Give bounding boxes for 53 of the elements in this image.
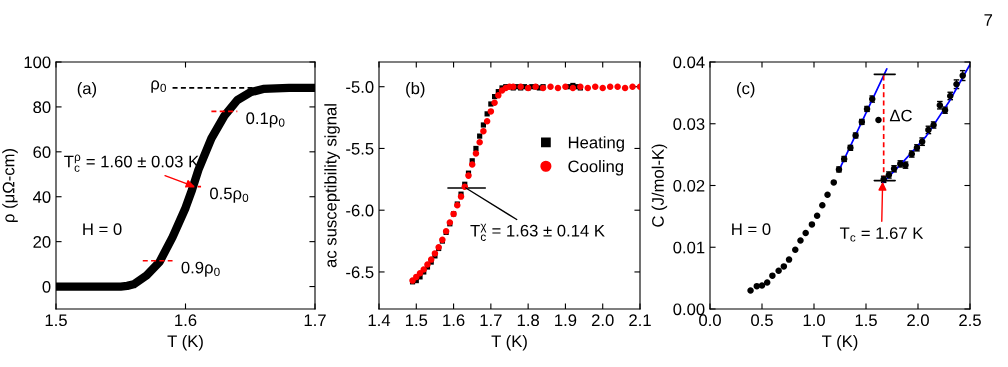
x-tick-label: 1.7 [480,314,502,326]
y-tick-label: 60 [33,146,51,159]
annotation: T$_{c}$ = 1.67 K [839,227,924,242]
y-axis-title: ac susceptibility signal [324,104,340,268]
x-tick-label: 2.0 [907,314,929,327]
x-tick-label: 1.6 [175,314,197,327]
y-axis-title: ρ (μΩ-cm) [2,149,18,222]
annotation: ΔC [889,109,912,122]
annotation: ρ$_{0}$ [151,80,166,93]
x-axis-title: T (K) [491,334,527,351]
x-tick-label: 1.5 [855,314,877,327]
y-tick-label: 0.04 [673,56,705,69]
y-tick-label: 80 [33,101,51,114]
x-axis-title: T (K) [822,334,858,351]
annotation: T$^{χ}$$_{c}$ = 1.63 ± 0.14 K [470,223,605,241]
x-tick-label: 1.8 [517,314,539,327]
y-axis-title: C (J/mol-K) [651,144,668,227]
x-tick-label: 1.4 [368,314,391,326]
x-axis-title: T (K) [167,334,203,351]
legend-label: Heating [568,136,624,152]
x-tick-label: 1.9 [555,314,577,327]
x-tick-label: 0.0 [699,314,721,327]
x-tick-label: 1.5 [45,314,67,327]
y-tick-label: 40 [32,191,51,203]
text: 7 [984,14,993,26]
x-tick-label: 1.6 [443,314,465,327]
annotation: (b) [406,82,425,98]
y-tick-label: 100 [24,56,51,69]
annotation: (a) [77,82,97,98]
y-tick-label: -6.5 [346,266,374,279]
y-tick-label: -5.0 [346,81,374,93]
x-tick-label: 1.5 [405,314,428,327]
y-tick-label: 20 [33,236,51,248]
x-tick-label: 0.5 [751,314,773,327]
annotation: 0.9ρ$_{0}$ [181,261,220,277]
x-tick-label: 2.0 [591,314,614,327]
x-tick-label: 2.5 [959,314,981,327]
legend-label: Cooling [568,160,623,176]
x-tick-label: 2.1 [629,314,651,326]
annotation: 0.5ρ$_{0}$ [210,187,249,203]
annotation: H = 0 [83,223,122,236]
annotation: H = 0 [732,223,771,236]
x-tick-label: 1.7 [304,314,326,326]
annotation: 0.1ρ$_{0}$ [246,112,285,128]
y-tick-label: -6.0 [346,204,374,217]
y-tick-label: 0.03 [673,118,705,130]
annotation: (c) [737,82,755,98]
y-tick-label: 0.01 [673,241,705,254]
y-tick-label: 0 [42,280,51,293]
y-tick-label: 0.02 [673,179,705,192]
y-tick-label: -5.5 [346,143,374,155]
y-tick-label: 0.00 [673,303,705,316]
x-tick-label: 1.0 [803,314,825,327]
